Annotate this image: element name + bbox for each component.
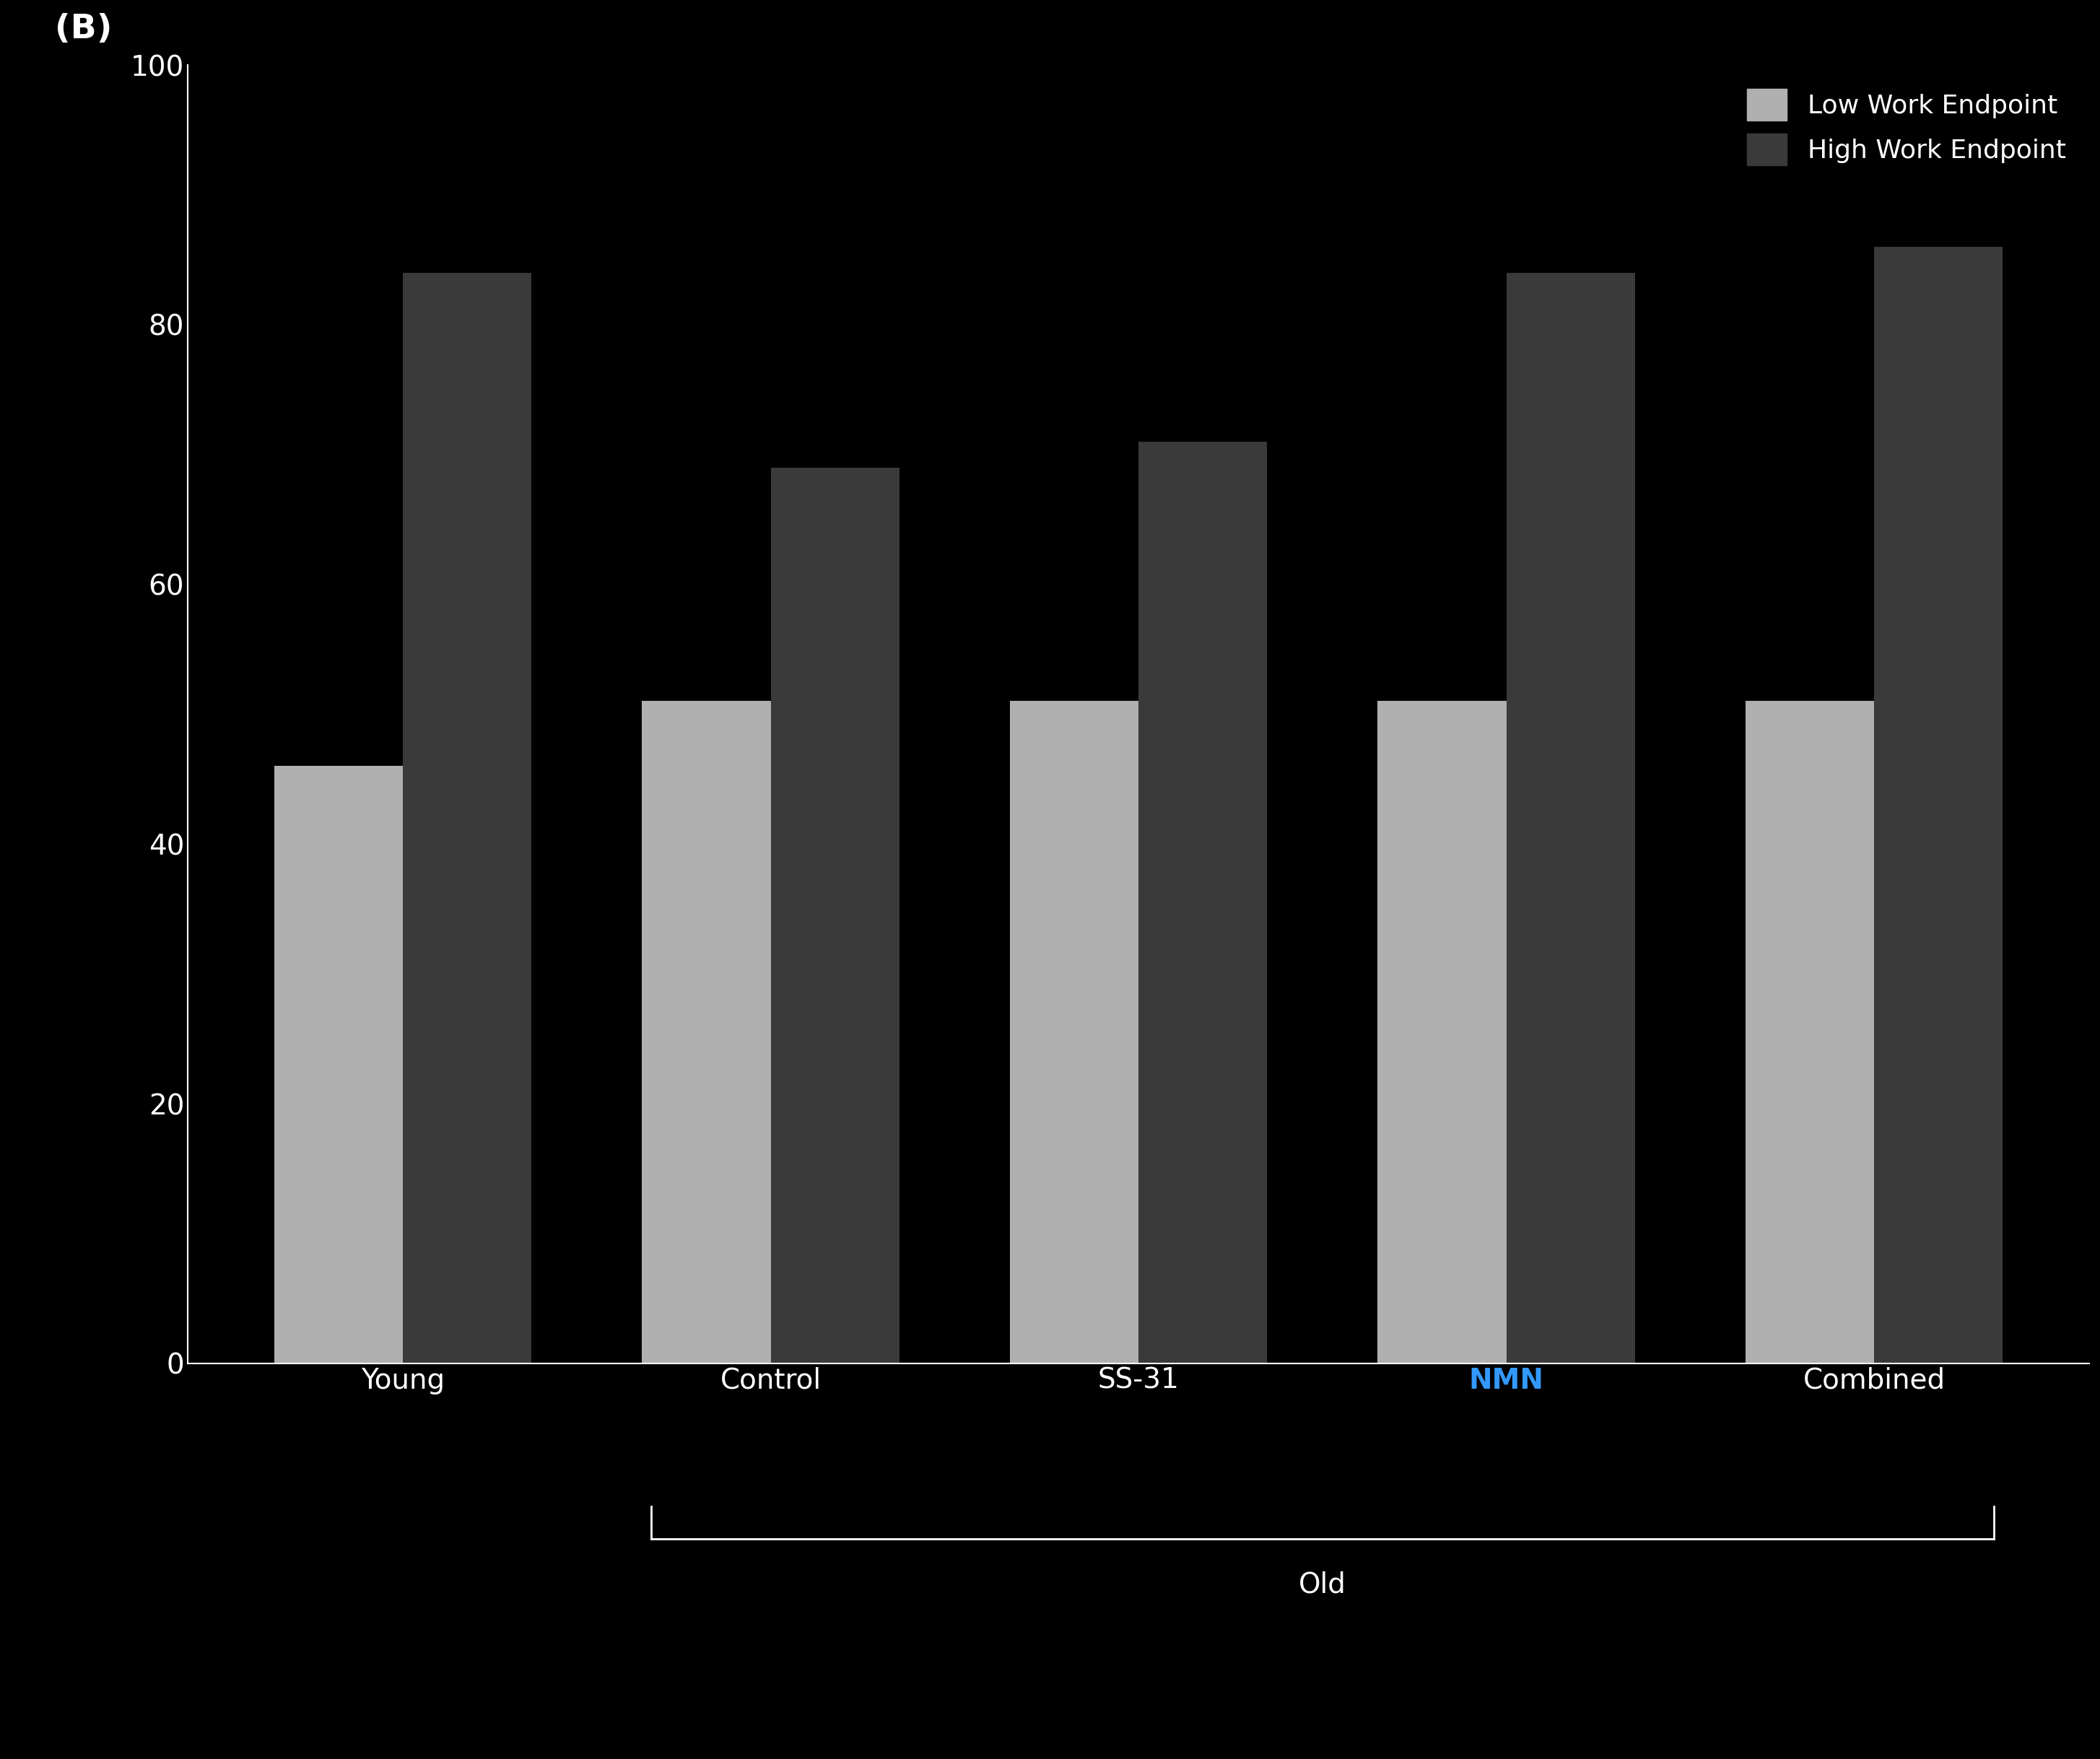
Bar bbox=[1745, 702, 1873, 1363]
Text: Old: Old bbox=[1298, 1571, 1346, 1599]
Legend: Low Work Endpoint, High Work Endpoint: Low Work Endpoint, High Work Endpoint bbox=[1737, 77, 2077, 176]
Bar bbox=[403, 273, 531, 1363]
Text: (B): (B) bbox=[55, 12, 111, 46]
Bar bbox=[275, 767, 403, 1363]
Bar bbox=[1506, 273, 1636, 1363]
Bar bbox=[1010, 702, 1138, 1363]
Bar bbox=[643, 702, 771, 1363]
Bar bbox=[1873, 246, 2003, 1363]
Bar bbox=[1138, 442, 1266, 1363]
Bar bbox=[1378, 702, 1506, 1363]
Bar bbox=[771, 468, 899, 1363]
